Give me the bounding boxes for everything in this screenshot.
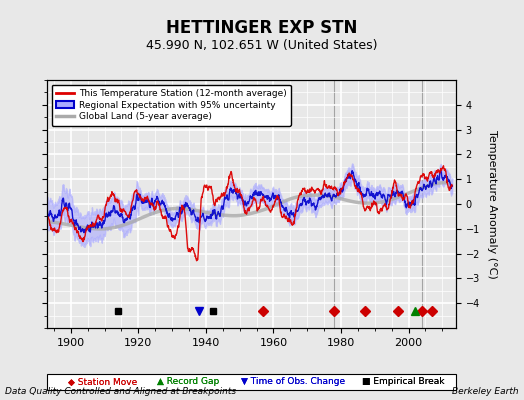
Text: ■ Empirical Break: ■ Empirical Break: [362, 378, 444, 386]
Text: Berkeley Earth: Berkeley Earth: [452, 387, 519, 396]
Text: ◆ Station Move: ◆ Station Move: [68, 378, 137, 386]
Text: ▲ Record Gap: ▲ Record Gap: [157, 378, 220, 386]
Text: ■ Empirical Break: ■ Empirical Break: [362, 378, 444, 386]
Text: 45.990 N, 102.651 W (United States): 45.990 N, 102.651 W (United States): [146, 40, 378, 52]
Text: ▼ Time of Obs. Change: ▼ Time of Obs. Change: [241, 378, 345, 386]
Text: ▼ Time of Obs. Change: ▼ Time of Obs. Change: [241, 378, 345, 386]
Text: ◆ Station Move: ◆ Station Move: [68, 378, 137, 386]
Text: Data Quality Controlled and Aligned at Breakpoints: Data Quality Controlled and Aligned at B…: [5, 387, 236, 396]
Text: ▲ Record Gap: ▲ Record Gap: [157, 378, 220, 386]
Legend: This Temperature Station (12-month average), Regional Expectation with 95% uncer: This Temperature Station (12-month avera…: [52, 84, 291, 126]
Text: HETTINGER EXP STN: HETTINGER EXP STN: [166, 19, 358, 37]
Y-axis label: Temperature Anomaly (°C): Temperature Anomaly (°C): [487, 130, 497, 278]
